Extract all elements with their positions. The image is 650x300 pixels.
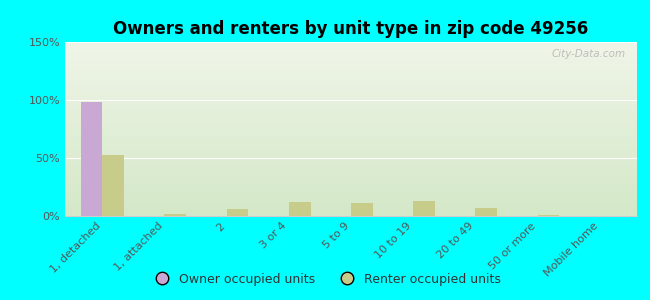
Bar: [538, 215, 559, 216]
Bar: [102, 154, 124, 216]
Bar: [351, 203, 372, 216]
Bar: [164, 214, 187, 216]
Title: Owners and renters by unit type in zip code 49256: Owners and renters by unit type in zip c…: [113, 20, 589, 38]
Bar: [475, 208, 497, 216]
Text: City-Data.com: City-Data.com: [551, 49, 625, 59]
Bar: [81, 102, 102, 216]
Bar: [289, 202, 311, 216]
Bar: [413, 201, 435, 216]
Legend: Owner occupied units, Renter occupied units: Owner occupied units, Renter occupied un…: [144, 268, 506, 291]
Bar: [227, 209, 248, 216]
